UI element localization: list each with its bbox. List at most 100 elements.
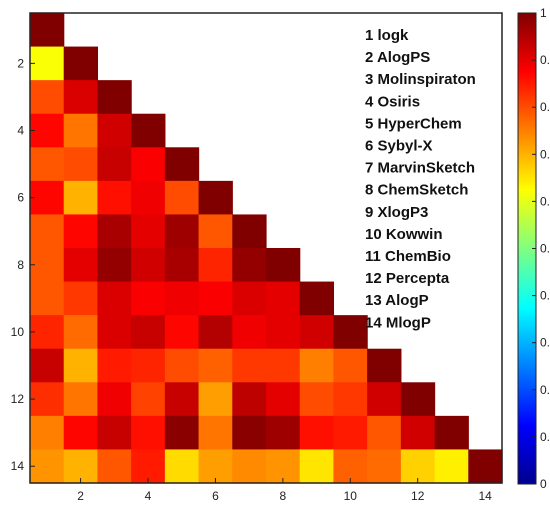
colorbar-tick-label: 0: [540, 477, 547, 491]
colorbar-tick-label: 0.1: [540, 430, 550, 444]
heatmap-cell: [299, 449, 335, 484]
colorbar-ticks: 0 0.1 0.2 0.3 0.4 0.5 0.6 0.7 0.8 0.9 1: [532, 6, 550, 491]
heatmap-cell: [198, 382, 233, 417]
heatmap-cell: [434, 449, 469, 484]
heatmap-cell: [400, 382, 436, 417]
heatmap-cell: [63, 382, 99, 417]
heatmap-cell: [266, 449, 301, 484]
legend-entry: 4 Osiris: [365, 93, 420, 110]
heatmap-cell: [63, 449, 99, 484]
heatmap-cell: [400, 415, 436, 451]
colorbar-tick-label: 0.5: [540, 242, 550, 256]
heatmap-cell: [164, 281, 200, 316]
heatmap-cell: [164, 248, 200, 283]
heatmap-cell: [97, 80, 132, 115]
legend-entry: 12 Percepta: [365, 270, 450, 287]
heatmap-cell: [97, 281, 132, 316]
heatmap-cell: [232, 214, 267, 249]
heatmap-cell: [333, 449, 368, 484]
legend-entry: 1 logk: [365, 27, 409, 44]
heatmap-cell: [63, 80, 99, 115]
heatmap-cell: [131, 348, 166, 383]
y-tick-label: 12: [11, 392, 25, 406]
heatmap-cell: [97, 214, 132, 249]
heatmap-cell: [30, 46, 65, 81]
legend-entry: 13 AlogP: [365, 292, 429, 309]
heatmap-cell: [131, 315, 166, 350]
heatmap-cells: [30, 13, 503, 484]
heatmap-cell: [266, 315, 301, 350]
colorbar-tick-label: 0.9: [540, 53, 550, 67]
legend-entry: 11 ChemBio: [365, 248, 451, 265]
legend-entry: 9 XlogP3: [365, 204, 428, 221]
heatmap-cell: [63, 147, 99, 182]
heatmap-cell: [30, 449, 65, 484]
heatmap-cell: [299, 315, 335, 350]
heatmap-cell: [198, 214, 233, 249]
heatmap-cell: [97, 315, 132, 350]
heatmap-cell: [63, 113, 99, 148]
y-tick-label: 8: [17, 258, 24, 272]
heatmap-cell: [164, 147, 200, 182]
heatmap-cell: [367, 449, 402, 484]
y-tick-label: 6: [17, 191, 24, 205]
y-tick-label: 10: [11, 325, 25, 339]
heatmap-cell: [198, 180, 233, 216]
heatmap-cell: [131, 382, 166, 417]
heatmap-cell: [131, 415, 166, 451]
legend-entry: 10 Kowwin: [365, 226, 443, 243]
x-tick-label: 4: [145, 489, 152, 503]
heatmap-cell: [97, 147, 132, 182]
x-tick-label: 14: [478, 489, 492, 503]
heatmap-cell: [63, 415, 99, 451]
heatmap-cell: [164, 315, 200, 350]
heatmap-cell: [333, 348, 368, 383]
heatmap-cell: [30, 113, 65, 148]
heatmap-cell: [299, 348, 335, 383]
x-tick-label: 6: [212, 489, 219, 503]
heatmap-cell: [468, 449, 503, 484]
heatmap-cell: [333, 382, 368, 417]
heatmap-cell: [30, 382, 65, 417]
heatmap-cell: [434, 415, 469, 451]
heatmap-cell: [198, 449, 233, 484]
heatmap-cell: [266, 281, 301, 316]
variable-legend: 1 logk 2 AlogPS 3 Molinspiraton 4 Osiris 5 H…: [365, 27, 476, 331]
colorbar-tick-label: 1: [540, 6, 547, 20]
heatmap-cell: [131, 449, 166, 484]
legend-entry: 8 ChemSketch: [365, 182, 468, 199]
heatmap-cell: [164, 449, 200, 484]
colorbar-tick-label: 0.2: [540, 383, 550, 397]
heatmap-cell: [164, 214, 200, 249]
heatmap-cell: [266, 348, 301, 383]
heatmap-cell: [63, 46, 99, 81]
legend-entry: 5 HyperChem: [365, 115, 462, 132]
heatmap-cell: [232, 415, 267, 451]
heatmap-cell: [266, 415, 301, 451]
heatmap-cell: [97, 348, 132, 383]
heatmap-cell: [97, 113, 132, 148]
heatmap-cell: [63, 281, 99, 316]
heatmap-cell: [30, 415, 65, 451]
heatmap-cell: [63, 315, 99, 350]
heatmap-cell: [30, 214, 65, 249]
heatmap-cell: [232, 348, 267, 383]
heatmap-cell: [30, 13, 65, 48]
heatmap-cell: [63, 180, 99, 216]
heatmap-cell: [30, 147, 65, 182]
legend-entry: 14 MlogP: [365, 314, 431, 331]
heatmap-cell: [164, 382, 200, 417]
heatmap-cell: [266, 382, 301, 417]
legend-entry: 2 AlogPS: [365, 49, 430, 66]
heatmap-cell: [333, 315, 368, 350]
heatmap-cell: [198, 248, 233, 283]
y-tick-label: 14: [11, 459, 25, 473]
x-tick-label: 8: [280, 489, 287, 503]
heatmap-cell: [30, 80, 65, 115]
heatmap-cell: [63, 214, 99, 249]
heatmap-cell: [131, 113, 166, 148]
heatmap-cell: [266, 248, 301, 283]
heatmap-cell: [367, 415, 402, 451]
heatmap-cell: [63, 248, 99, 283]
colorbar-tick-label: 0.3: [540, 336, 550, 350]
